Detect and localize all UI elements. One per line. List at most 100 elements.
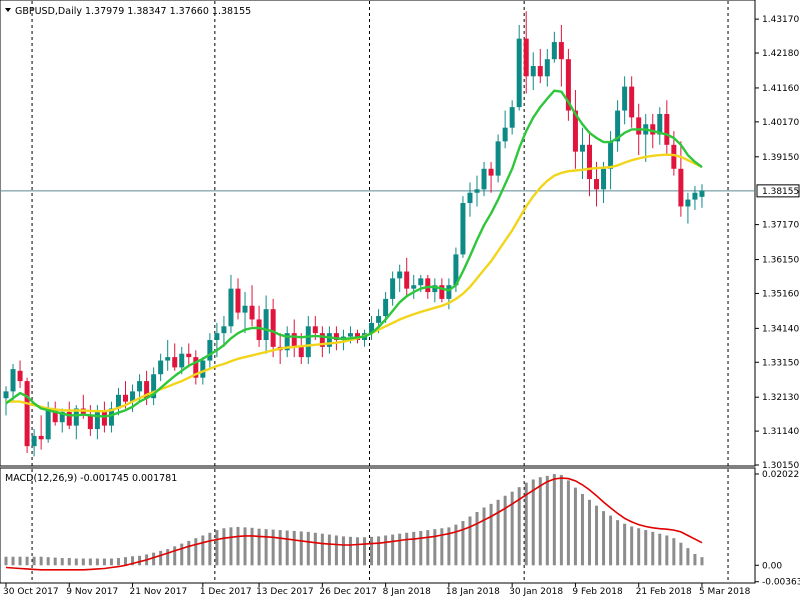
macd-bar — [334, 535, 338, 566]
macd-bar — [88, 558, 92, 566]
macd-bar — [243, 527, 247, 566]
macd-bar — [573, 487, 577, 566]
bull-candle — [326, 333, 332, 347]
price-tick-label: 1.34140 — [762, 324, 799, 334]
price-tick-label: 1.32130 — [762, 393, 799, 403]
time-tick-label: 21 Feb 2018 — [636, 587, 692, 597]
macd-bar — [503, 495, 507, 566]
bull-candle — [305, 326, 311, 358]
macd-bar — [644, 530, 648, 566]
macd-bar — [510, 491, 514, 566]
bear-candle — [572, 110, 578, 152]
bear-candle — [594, 179, 600, 190]
macd-bar — [587, 499, 591, 566]
macd-bar — [285, 530, 289, 566]
bull-candle — [10, 369, 16, 392]
macd-bar — [552, 474, 556, 566]
macd-bar — [391, 534, 395, 566]
time-tick-label: 30 Jan 2018 — [509, 587, 563, 597]
macd-bar — [271, 529, 275, 566]
bear-candle — [52, 408, 58, 423]
bull-candle — [474, 189, 480, 193]
macd-bar — [215, 530, 219, 566]
bear-candle — [24, 381, 30, 447]
macd-bar — [489, 503, 493, 566]
bear-candle — [172, 357, 178, 368]
bear-candle — [650, 124, 656, 135]
bear-candle — [565, 59, 571, 111]
macd-bar — [398, 533, 402, 566]
bull-candle — [228, 288, 234, 327]
macd-bar — [665, 535, 669, 566]
macd-bar — [159, 550, 163, 566]
macd-bar — [447, 527, 451, 566]
bull-candle — [481, 168, 487, 190]
macd-bar — [377, 536, 381, 566]
price-tick-label: 1.30150 — [762, 461, 799, 471]
bull-candle — [179, 353, 185, 368]
macd-bar — [194, 538, 198, 566]
macd-bar — [419, 530, 423, 566]
bear-candle — [87, 415, 93, 430]
bull-candle — [158, 360, 164, 375]
bull-candle — [509, 107, 515, 128]
bull-candle — [453, 254, 459, 286]
macd-bar — [53, 557, 57, 566]
ma-slow-line — [6, 153, 703, 413]
macd-bar — [693, 554, 697, 566]
bull-candle — [460, 203, 466, 255]
bear-candle — [488, 168, 494, 176]
macd-bar — [208, 532, 212, 566]
bull-candle — [685, 199, 691, 207]
moving-averages — [5, 89, 703, 418]
bear-candle — [629, 86, 635, 118]
macd-bar — [658, 533, 662, 566]
macd-bar — [74, 558, 78, 566]
bear-candle — [439, 285, 445, 299]
macd-bar — [580, 493, 584, 566]
macd-bar — [257, 528, 261, 566]
bear-candle — [17, 370, 23, 382]
bear-candle — [38, 435, 44, 440]
bear-candle — [425, 278, 431, 293]
bull-candle — [608, 141, 614, 169]
bear-candle — [249, 305, 255, 320]
macd-bar — [180, 543, 184, 566]
bear-candle — [235, 288, 241, 313]
macd-bar — [517, 487, 521, 566]
price-tick-label: 1.35160 — [762, 289, 799, 299]
macd-bar — [124, 557, 128, 566]
bull-candle — [207, 340, 213, 361]
bull-candle — [94, 411, 100, 430]
bull-candle — [544, 59, 550, 77]
macd-bar — [18, 556, 22, 566]
macd-bar — [102, 558, 106, 566]
bull-candle — [383, 298, 389, 317]
macd-bar — [250, 527, 254, 566]
macd-bar — [278, 530, 282, 566]
bear-candle — [671, 144, 677, 169]
bull-candle — [263, 309, 269, 341]
bull-candle — [200, 360, 206, 378]
macd-bar — [320, 533, 324, 566]
macd-bar — [496, 499, 500, 566]
macd-bar — [679, 542, 683, 566]
bull-candle — [692, 192, 698, 200]
macd-bar — [313, 532, 317, 566]
macd-bar — [236, 526, 240, 566]
macd-bar — [292, 530, 296, 566]
macd-bar — [475, 512, 479, 566]
time-tick-label: 5 Mar 2018 — [699, 587, 751, 597]
bear-candle — [80, 408, 86, 416]
macd-bar — [700, 557, 704, 566]
bull-candle — [214, 333, 220, 341]
collapse-triangle-icon[interactable] — [5, 8, 11, 12]
macd-bar — [116, 558, 120, 566]
bull-candle — [284, 333, 290, 351]
macd-signal-line — [5, 477, 703, 571]
bear-candle — [333, 333, 339, 341]
macd-bar — [25, 556, 29, 566]
macd-bar — [356, 537, 359, 566]
bull-candle — [467, 192, 473, 204]
